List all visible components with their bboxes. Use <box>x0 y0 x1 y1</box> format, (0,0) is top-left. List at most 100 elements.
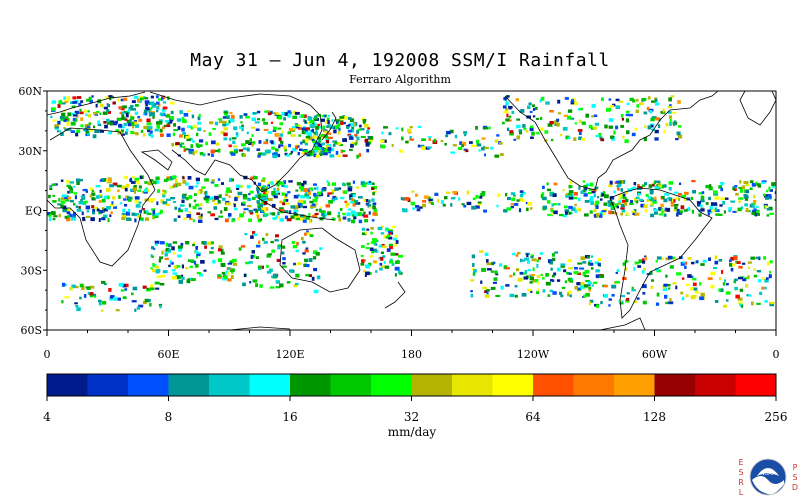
rain-cell <box>515 124 521 129</box>
rain-cell <box>724 279 726 282</box>
rainfall-layer <box>47 95 776 312</box>
rain-cell <box>444 196 448 200</box>
rain-cell <box>604 194 609 199</box>
rain-cell <box>574 203 577 207</box>
rain-cell <box>122 208 126 213</box>
rain-cell <box>69 181 74 184</box>
rain-cell <box>505 118 510 122</box>
rain-cell <box>690 287 695 291</box>
rain-cell <box>248 142 252 145</box>
rain-cell <box>319 247 323 250</box>
rain-cell <box>730 267 734 272</box>
rain-cell <box>138 185 142 189</box>
rain-cell <box>198 273 204 277</box>
rain-cell <box>490 270 495 273</box>
rain-cell <box>155 180 160 184</box>
side-letter: S <box>738 468 744 477</box>
rain-cell <box>70 130 75 133</box>
rain-cell <box>75 205 79 208</box>
rain-cell <box>145 102 148 107</box>
rain-cell <box>614 203 619 208</box>
rain-cell <box>649 110 653 114</box>
rain-cell <box>130 130 135 135</box>
rain-cell <box>510 205 514 209</box>
rain-cell <box>134 196 140 200</box>
rain-cell <box>611 137 615 141</box>
rain-cell <box>529 274 534 278</box>
rain-cell <box>529 281 533 284</box>
rain-cell <box>463 132 467 135</box>
rain-cell <box>89 285 95 289</box>
rain-cell <box>218 248 222 252</box>
rain-cell <box>160 274 166 278</box>
rain-cell <box>317 126 321 129</box>
rain-cell <box>592 126 598 130</box>
rain-cell <box>331 182 336 186</box>
rain-cell <box>520 199 525 202</box>
rain-cell <box>634 261 639 265</box>
rain-cell <box>110 211 113 214</box>
rain-cell <box>66 122 70 126</box>
rain-cell <box>368 199 371 203</box>
rain-cell <box>650 124 654 128</box>
rain-cell <box>588 301 591 306</box>
rain-cell <box>527 105 531 109</box>
rain-cell <box>764 286 767 290</box>
rain-cell <box>444 143 447 146</box>
rain-cell <box>315 202 318 205</box>
rain-cell <box>588 188 593 191</box>
rain-cell <box>69 186 73 190</box>
rain-cell <box>339 143 344 147</box>
rain-cell <box>305 131 309 135</box>
rain-cell <box>664 207 668 212</box>
rain-cell <box>262 237 265 241</box>
rain-cell <box>346 126 349 130</box>
rain-cell <box>164 190 167 194</box>
rain-cell <box>677 134 683 139</box>
side-letter: E <box>738 458 744 467</box>
rain-cell <box>306 230 309 233</box>
rain-cell <box>568 109 573 113</box>
rain-cell <box>560 133 563 136</box>
rain-cell <box>700 208 705 212</box>
rain-cell <box>403 208 408 213</box>
rain-cell <box>283 199 286 203</box>
rain-cell <box>265 138 269 142</box>
rain-cell <box>310 205 315 208</box>
rain-cell <box>603 208 608 211</box>
rain-cell <box>231 219 235 223</box>
rain-cell <box>668 186 672 191</box>
rain-cell <box>342 216 347 220</box>
rain-cell <box>594 204 599 207</box>
rain-cell <box>496 204 499 208</box>
rain-cell <box>277 211 280 216</box>
rain-cell <box>311 138 315 141</box>
rain-cell <box>490 146 494 150</box>
rain-cell <box>568 184 571 189</box>
rain-cell <box>691 180 696 183</box>
rain-cell <box>221 271 225 275</box>
rain-cell <box>191 114 195 119</box>
rain-cell <box>608 125 613 129</box>
rain-cell <box>178 209 183 213</box>
rain-cell <box>446 130 451 135</box>
rain-cell <box>295 249 299 253</box>
rain-cell <box>620 203 625 208</box>
rain-cell <box>197 144 203 147</box>
rain-cell <box>411 190 415 193</box>
rain-cell <box>160 241 165 245</box>
rain-cell <box>272 273 278 278</box>
rain-cell <box>139 217 144 221</box>
rain-cell <box>601 210 607 213</box>
rain-cell <box>364 199 369 202</box>
rain-cell <box>320 133 326 138</box>
rain-cell <box>549 110 554 113</box>
map-subtitle: Ferraro Algorithm <box>349 73 451 86</box>
rain-cell <box>293 262 296 266</box>
rain-cell <box>220 130 225 135</box>
rain-cell <box>194 185 198 188</box>
rain-cell <box>745 284 749 288</box>
rain-cell <box>205 141 208 146</box>
rain-cell <box>191 140 195 143</box>
rain-cell <box>360 128 365 131</box>
